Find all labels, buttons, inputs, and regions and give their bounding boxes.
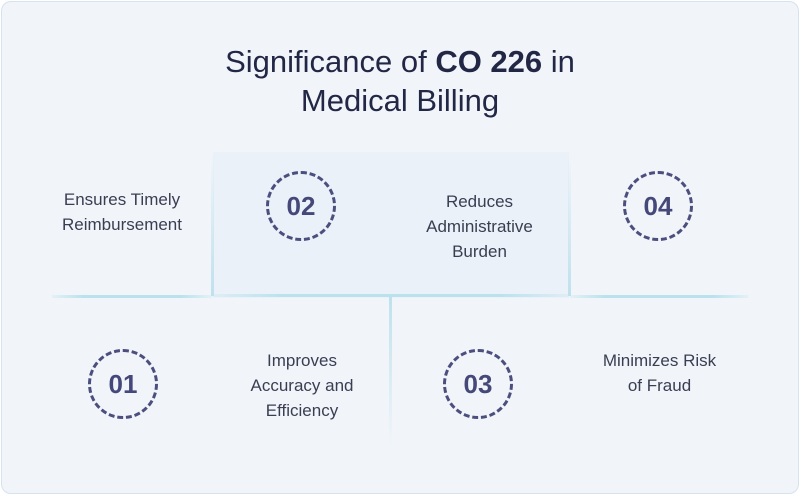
item-03-number: 03 — [463, 368, 493, 399]
item-01-number: 01 — [108, 368, 138, 399]
item-03-label: Reduces Administrative Burden — [426, 192, 533, 261]
divider-vertical-left — [211, 154, 214, 296]
divider-vertical-center — [389, 297, 392, 447]
divider-right — [570, 295, 748, 298]
title-line-2: Medical Billing — [300, 83, 500, 118]
item-01-badge: 01 — [88, 349, 158, 419]
item-04-badge: 04 — [623, 171, 693, 241]
item-02-label: Improves Accuracy and Efficiency — [250, 351, 354, 420]
title-prefix: Significance of — [225, 44, 436, 79]
item-02-number: 02 — [286, 190, 316, 221]
item-03-badge: 03 — [443, 349, 513, 419]
item-04-number: 04 — [643, 190, 673, 221]
divider-left — [52, 295, 212, 298]
divider-center — [213, 294, 569, 297]
page-title: Significance of CO 226 in Medical Billin… — [2, 42, 798, 120]
item-01-label: Ensures Timely Reimbursement — [62, 190, 182, 234]
item-04-label: Minimizes Risk of Fraud — [602, 351, 717, 395]
title-highlight: CO 226 — [435, 44, 543, 79]
title-suffix: in — [542, 44, 575, 79]
divider-vertical-right — [568, 152, 571, 296]
item-02-badge: 02 — [266, 171, 336, 241]
